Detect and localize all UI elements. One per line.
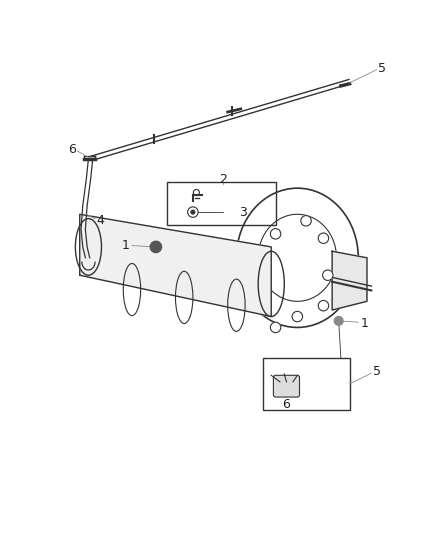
Text: 2: 2 (219, 173, 227, 186)
Circle shape (270, 322, 281, 333)
Circle shape (318, 233, 328, 244)
Circle shape (292, 311, 303, 322)
Circle shape (318, 301, 328, 311)
Bar (262, 358, 350, 410)
Bar (167, 182, 276, 225)
Polygon shape (80, 214, 271, 317)
Text: 5: 5 (378, 62, 386, 75)
Circle shape (270, 229, 281, 239)
Circle shape (150, 241, 162, 253)
Text: 3: 3 (239, 206, 247, 219)
Text: 1: 1 (121, 239, 129, 252)
Circle shape (334, 317, 343, 325)
Text: 1: 1 (361, 317, 369, 329)
Polygon shape (332, 251, 367, 310)
Text: 4: 4 (97, 214, 105, 227)
Circle shape (322, 270, 333, 280)
Text: 6: 6 (283, 398, 290, 411)
Circle shape (301, 215, 311, 226)
Text: 6: 6 (68, 143, 76, 156)
Circle shape (191, 210, 195, 214)
Text: 5: 5 (373, 365, 381, 378)
FancyBboxPatch shape (273, 375, 300, 397)
